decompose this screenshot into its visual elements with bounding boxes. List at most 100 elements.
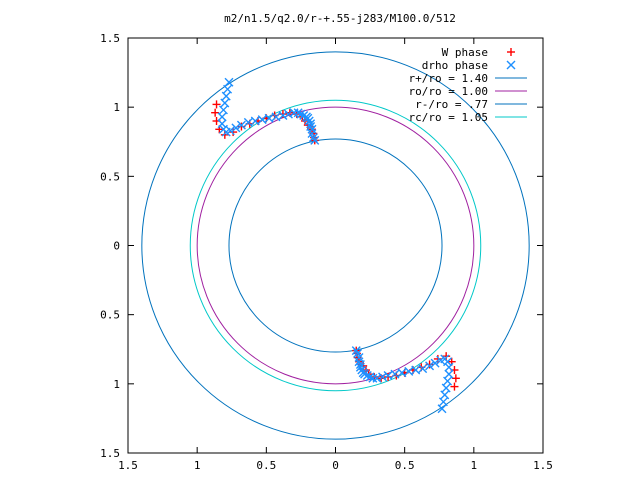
drho-phase-point — [271, 112, 281, 122]
drho-phase-point — [351, 346, 361, 356]
radius-circles — [141, 51, 530, 440]
drho-phase-point — [378, 372, 388, 382]
phase-points — [211, 77, 460, 414]
legend-item: r+/ro = 1.40 — [409, 72, 527, 85]
drho-phase-point — [225, 126, 235, 136]
legend-label: rc/ro = 1.05 — [409, 111, 488, 124]
drho-phase-point — [306, 122, 316, 132]
drho-phase-point — [218, 105, 228, 115]
w-phase-point — [229, 128, 238, 137]
drho-phase-point — [231, 123, 241, 133]
w-phase-point — [220, 130, 229, 139]
circle-rc-ro — [189, 99, 482, 392]
y-tick-label: 1 — [113, 101, 120, 114]
x-tick-label: 0 — [332, 459, 339, 472]
drho-phase-point — [390, 369, 400, 379]
drho-phase-point — [425, 361, 435, 371]
drho-phase-point — [293, 108, 303, 118]
drho-phase-point — [303, 113, 313, 123]
w-phase-point — [442, 352, 451, 361]
w-phase-point — [450, 382, 459, 391]
circle-ro-ro — [196, 106, 475, 385]
y-tick-label: 0.5 — [100, 170, 120, 183]
drho-phase-point — [397, 368, 407, 378]
drho-phase-point — [257, 115, 267, 125]
drho-phase-point — [411, 365, 421, 375]
drho-phase-point — [236, 120, 246, 130]
w-phase-point — [425, 360, 434, 369]
legend-label: r+/ro = 1.40 — [409, 72, 488, 85]
x-tick-label: 1.5 — [118, 459, 138, 472]
drho-phase-point — [404, 366, 414, 376]
drho-phase-point — [418, 364, 428, 374]
drho-phase-point — [438, 397, 448, 407]
drho-phase-point — [307, 124, 317, 134]
circle-r-ro — [141, 51, 530, 440]
x-tick-label: 1 — [194, 459, 201, 472]
drho-phase-point — [355, 362, 365, 372]
x-tick-label: 1 — [471, 459, 478, 472]
drho-phase-point — [354, 357, 364, 367]
drho-phase-point — [278, 110, 288, 120]
circle-r-ro — [228, 138, 443, 353]
axis-ticks: 1.5 1 0.5 0 0.5 1 1.51.510.500.511.5 — [100, 32, 553, 472]
drho-phase-point — [217, 112, 227, 122]
drho-phase-point — [264, 113, 274, 123]
drho-phase-point — [441, 383, 451, 393]
drho-phase-point — [357, 365, 367, 375]
w-phase-point — [211, 108, 220, 117]
drho-phase-point — [250, 116, 260, 126]
drho-phase-point — [436, 355, 446, 365]
drho-phase-point — [358, 368, 368, 378]
drho-phase-point — [368, 373, 378, 383]
chart-title: m2/n1.5/q2.0/r-+.55-j283/M100.0/512 — [224, 12, 456, 25]
w-phase-point — [237, 122, 246, 131]
legend-marker — [506, 60, 516, 70]
drho-phase-point — [372, 373, 382, 383]
drho-phase-point — [306, 119, 316, 129]
legend-marker — [507, 48, 515, 56]
drho-phase-point — [304, 116, 314, 126]
legend-label: ro/ro = 1.00 — [409, 85, 488, 98]
w-phase-point — [212, 100, 221, 109]
legend-item: W phase — [442, 46, 515, 59]
drho-phase-point — [353, 348, 363, 358]
drho-phase-point — [296, 109, 306, 119]
legend-item: ro/ro = 1.00 — [409, 85, 527, 98]
legend-item: r-/ro = .77 — [415, 98, 527, 111]
drho-phase-point — [444, 369, 454, 379]
drho-phase-point — [365, 372, 375, 382]
drho-phase-point — [310, 135, 320, 145]
w-phase-point — [433, 354, 442, 363]
drho-phase-point — [283, 109, 293, 119]
x-tick-label: 1.5 — [533, 459, 553, 472]
drho-phase-point — [355, 359, 365, 369]
drho-phase-point — [223, 84, 233, 94]
drho-phase-point — [224, 77, 234, 87]
y-tick-label: 0 — [113, 240, 120, 253]
drho-phase-point — [308, 133, 318, 143]
y-tick-label: 0.5 — [100, 309, 120, 322]
x-tick-label: 0.5 — [256, 459, 276, 472]
x-tick-label: 0.5 — [395, 459, 415, 472]
drho-phase-point — [437, 404, 447, 414]
legend-item: drho phase — [422, 59, 516, 72]
drho-phase-point — [289, 108, 299, 118]
drho-phase-point — [243, 117, 253, 127]
legend-item: rc/ro = 1.05 — [409, 111, 527, 124]
drho-phase-point — [444, 362, 454, 372]
w-phase-point — [384, 372, 393, 381]
legend-label: r-/ro = .77 — [415, 98, 488, 111]
legend-label: W phase — [442, 46, 488, 59]
y-tick-label: 1.5 — [100, 447, 120, 460]
drho-phase-point — [443, 376, 453, 386]
drho-phase-point — [217, 119, 227, 129]
w-phase-point — [278, 110, 287, 119]
w-phase-point — [451, 374, 460, 383]
drho-phase-point — [221, 91, 231, 101]
y-tick-label: 1 — [113, 378, 120, 391]
drho-phase-point — [383, 371, 393, 381]
drho-phase-point — [220, 98, 230, 108]
